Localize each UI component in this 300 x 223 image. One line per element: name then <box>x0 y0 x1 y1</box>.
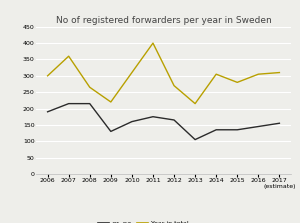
Title: No of registered forwarders per year in Sweden: No of registered forwarders per year in … <box>56 16 272 25</box>
Legend: Q1-Q2, Year in total: Q1-Q2, Year in total <box>95 218 191 223</box>
